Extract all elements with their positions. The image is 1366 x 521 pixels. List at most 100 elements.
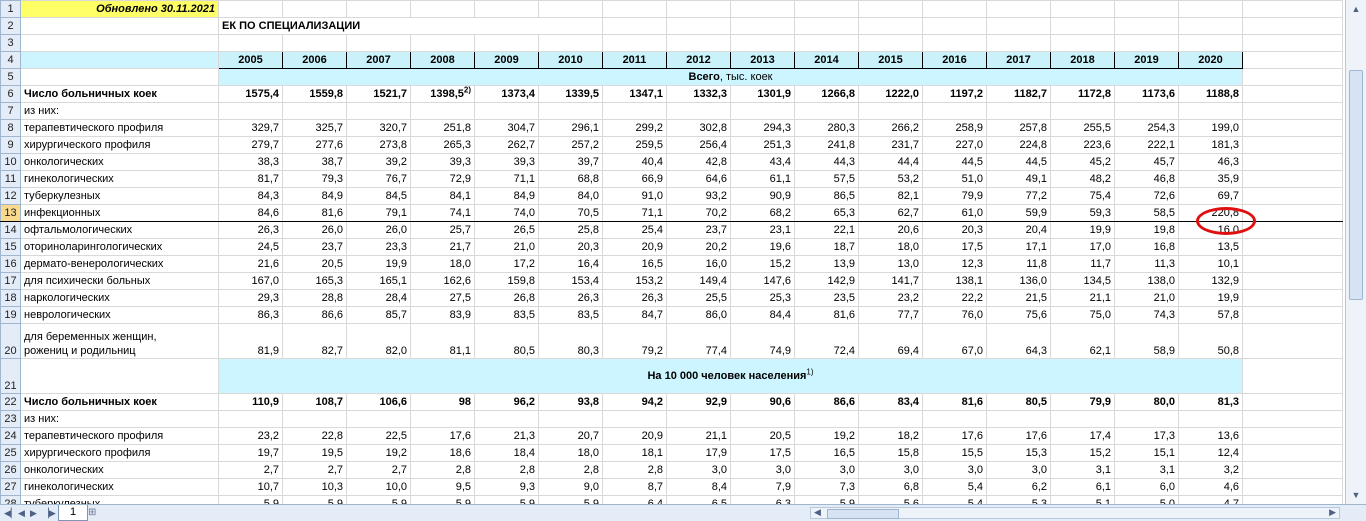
value-cell[interactable]: 86,6 [794,393,859,411]
value-cell[interactable]: 25,4 [602,221,667,239]
value-cell[interactable]: 13,6 [1178,427,1243,445]
empty-cell[interactable] [410,0,475,18]
year-header[interactable]: 2008 [410,51,475,69]
value-cell[interactable]: 57,5 [794,170,859,188]
value-cell[interactable]: 29,3 [218,289,283,307]
value-cell[interactable]: 11,8 [986,255,1051,273]
value-cell[interactable]: 72,6 [1114,187,1179,205]
value-cell[interactable]: 13,0 [858,255,923,273]
value-cell[interactable]: 20,3 [922,221,987,239]
value-cell[interactable]: 44,4 [858,153,923,171]
row-header[interactable]: 22 [0,393,21,411]
value-cell[interactable]: 6,2 [986,478,1051,496]
value-cell[interactable]: 50,8 [1178,323,1243,359]
value-cell[interactable]: 9,0 [538,478,603,496]
row-label[interactable]: наркологических [20,289,219,307]
value-cell[interactable]: 90,6 [730,393,795,411]
value-cell[interactable]: 96,2 [474,393,539,411]
value-cell[interactable]: 84,5 [346,187,411,205]
first-sheet-icon[interactable]: ◀▏ [4,508,18,518]
value-cell[interactable]: 16,5 [794,444,859,462]
value-cell[interactable]: 1197,2 [922,85,987,103]
value-cell[interactable]: 5,1 [1050,495,1115,504]
value-cell[interactable]: 18,2 [858,427,923,445]
value-cell[interactable]: 77,7 [858,306,923,324]
empty-cell[interactable] [1242,427,1343,445]
value-cell[interactable]: 18,0 [410,255,475,273]
value-cell[interactable]: 20,5 [282,255,347,273]
value-cell[interactable]: 92,9 [666,393,731,411]
empty-cell[interactable] [1114,102,1179,120]
value-cell[interactable]: 69,7 [1178,187,1243,205]
value-cell[interactable]: 23,2 [218,427,283,445]
value-cell[interactable]: 21,5 [986,289,1051,307]
value-cell[interactable]: 25,3 [730,289,795,307]
value-cell[interactable]: 108,7 [282,393,347,411]
value-cell[interactable]: 19,2 [794,427,859,445]
value-cell[interactable]: 19,2 [346,444,411,462]
empty-cell[interactable] [794,17,859,35]
value-cell[interactable]: 1188,8 [1178,85,1243,103]
value-cell[interactable]: 1339,5 [538,85,603,103]
empty-cell[interactable] [986,410,1051,428]
row-label[interactable]: неврологических [20,306,219,324]
row-header[interactable]: 4 [0,51,21,69]
value-cell[interactable]: 5,9 [346,495,411,504]
empty-cell[interactable] [410,410,475,428]
row-header[interactable]: 8 [0,119,21,137]
value-cell[interactable]: 82,7 [282,323,347,359]
empty-cell[interactable] [730,17,795,35]
value-cell[interactable]: 4,7 [1178,495,1243,504]
row-label[interactable]: офтальмологических [20,221,219,239]
value-cell[interactable]: 53,2 [858,170,923,188]
value-cell[interactable]: 18,6 [410,444,475,462]
value-cell[interactable]: 20,2 [666,238,731,256]
row-label[interactable]: хирургического профиля [20,444,219,462]
value-cell[interactable]: 10,1 [1178,255,1243,273]
value-cell[interactable]: 38,7 [282,153,347,171]
value-cell[interactable]: 59,9 [986,204,1051,222]
value-cell[interactable]: 98 [410,393,475,411]
value-cell[interactable]: 19,7 [218,444,283,462]
empty-cell[interactable] [20,17,219,35]
empty-cell[interactable] [1050,102,1115,120]
empty-cell[interactable] [1242,68,1343,86]
value-cell[interactable]: 23,2 [858,289,923,307]
row-header[interactable]: 14 [0,221,21,239]
empty-cell[interactable] [538,102,603,120]
value-cell[interactable]: 44,3 [794,153,859,171]
empty-cell[interactable] [1242,289,1343,307]
value-cell[interactable]: 5,4 [922,478,987,496]
empty-cell[interactable] [346,410,411,428]
row-label[interactable]: онкологических [20,461,219,479]
empty-cell[interactable] [218,0,283,18]
section-title[interactable]: На 10 000 человек населения1) [218,358,1243,394]
value-cell[interactable]: 93,2 [666,187,731,205]
value-cell[interactable]: 22,8 [282,427,347,445]
year-header[interactable]: 2020 [1178,51,1243,69]
row-label[interactable]: гинекологических [20,478,219,496]
value-cell[interactable]: 93,8 [538,393,603,411]
empty-cell[interactable] [1242,410,1343,428]
value-cell[interactable]: 16,4 [538,255,603,273]
empty-cell[interactable] [1050,0,1115,18]
value-cell[interactable]: 20,3 [538,238,603,256]
value-cell[interactable]: 84,1 [410,187,475,205]
value-cell[interactable]: 265,3 [410,136,475,154]
value-cell[interactable]: 3,1 [1050,461,1115,479]
value-cell[interactable]: 257,2 [538,136,603,154]
row-label[interactable]: Число больничных коек [20,393,219,411]
row-header[interactable]: 20 [0,323,21,359]
value-cell[interactable]: 76,7 [346,170,411,188]
value-cell[interactable]: 17,6 [922,427,987,445]
empty-cell[interactable] [858,0,923,18]
empty-cell[interactable] [538,34,603,52]
year-header[interactable]: 2017 [986,51,1051,69]
year-header[interactable]: 2014 [794,51,859,69]
value-cell[interactable]: 20,4 [986,221,1051,239]
empty-cell[interactable] [1242,358,1343,394]
value-cell[interactable]: 15,2 [1050,444,1115,462]
value-cell[interactable]: 110,9 [218,393,283,411]
empty-cell[interactable] [410,102,475,120]
empty-cell[interactable] [20,34,219,52]
